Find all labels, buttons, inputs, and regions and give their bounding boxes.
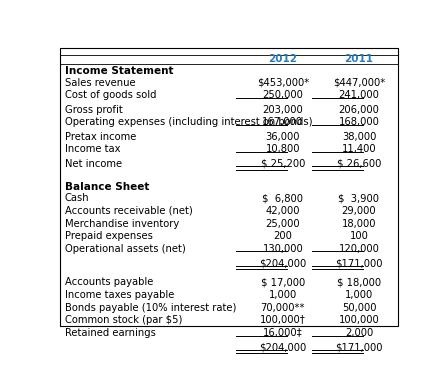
Text: 241,000: 241,000 [338, 90, 380, 100]
Text: 130,000: 130,000 [262, 244, 303, 254]
Text: Gross profit: Gross profit [64, 105, 122, 115]
Text: $204,000: $204,000 [259, 342, 306, 352]
Text: Sales revenue: Sales revenue [64, 78, 135, 88]
Text: Common stock (par $5): Common stock (par $5) [64, 315, 182, 325]
Text: Cost of goods sold: Cost of goods sold [64, 90, 156, 100]
Text: 203,000: 203,000 [262, 105, 303, 115]
Text: 2,000: 2,000 [345, 328, 373, 338]
Text: 11,400: 11,400 [342, 144, 376, 154]
Text: 25,000: 25,000 [266, 219, 300, 229]
Text: 200: 200 [274, 231, 292, 241]
Text: Merchandise inventory: Merchandise inventory [64, 219, 179, 229]
Text: $ 26,600: $ 26,600 [337, 159, 381, 169]
Text: Operating expenses (including interest on bonds): Operating expenses (including interest o… [64, 117, 312, 127]
Text: $ 17,000: $ 17,000 [261, 277, 305, 287]
Text: 168,000: 168,000 [338, 117, 380, 127]
Text: Pretax income: Pretax income [64, 132, 136, 142]
Text: 250,000: 250,000 [262, 90, 303, 100]
Text: 120,000: 120,000 [338, 244, 380, 254]
Text: 29,000: 29,000 [342, 206, 376, 216]
Text: 36,000: 36,000 [266, 132, 300, 142]
Text: Income Statement: Income Statement [64, 67, 173, 77]
Text: Bonds payable (10% interest rate): Bonds payable (10% interest rate) [64, 303, 236, 313]
Text: 16,000‡: 16,000‡ [263, 328, 303, 338]
Text: Prepaid expenses: Prepaid expenses [64, 231, 152, 241]
Text: Accounts receivable (net): Accounts receivable (net) [64, 206, 192, 216]
Text: 10,800: 10,800 [266, 144, 300, 154]
Text: 206,000: 206,000 [338, 105, 380, 115]
Text: 1,000: 1,000 [269, 290, 297, 300]
Text: $  3,900: $ 3,900 [338, 193, 380, 203]
Text: 2011: 2011 [345, 54, 374, 64]
Text: 38,000: 38,000 [342, 132, 376, 142]
Text: 1,000: 1,000 [345, 290, 373, 300]
Text: 100,000†: 100,000† [260, 315, 306, 325]
Text: Retained earnings: Retained earnings [64, 328, 156, 338]
Text: 100: 100 [350, 231, 368, 241]
Text: Income taxes payable: Income taxes payable [64, 290, 174, 300]
Text: 167,000: 167,000 [262, 117, 303, 127]
Text: Net income: Net income [64, 159, 122, 169]
Text: Operational assets (net): Operational assets (net) [64, 244, 186, 254]
Text: Income tax: Income tax [64, 144, 120, 154]
Text: $453,000*: $453,000* [257, 78, 309, 88]
Text: Balance Sheet: Balance Sheet [64, 182, 149, 192]
Text: 50,000: 50,000 [342, 303, 376, 313]
Text: 18,000: 18,000 [342, 219, 376, 229]
Text: $  6,800: $ 6,800 [262, 193, 303, 203]
Text: Cash: Cash [64, 193, 89, 203]
Text: 42,000: 42,000 [266, 206, 300, 216]
Text: $ 18,000: $ 18,000 [337, 277, 381, 287]
Text: $171,000: $171,000 [335, 258, 383, 268]
Text: 70,000**: 70,000** [261, 303, 305, 313]
Text: $171,000: $171,000 [335, 342, 383, 352]
Text: Accounts payable: Accounts payable [64, 277, 153, 287]
Text: 2012: 2012 [268, 54, 297, 64]
Text: 100,000: 100,000 [339, 315, 380, 325]
Text: $ 25,200: $ 25,200 [261, 159, 305, 169]
Text: $447,000*: $447,000* [333, 78, 385, 88]
Text: $204,000: $204,000 [259, 258, 306, 268]
